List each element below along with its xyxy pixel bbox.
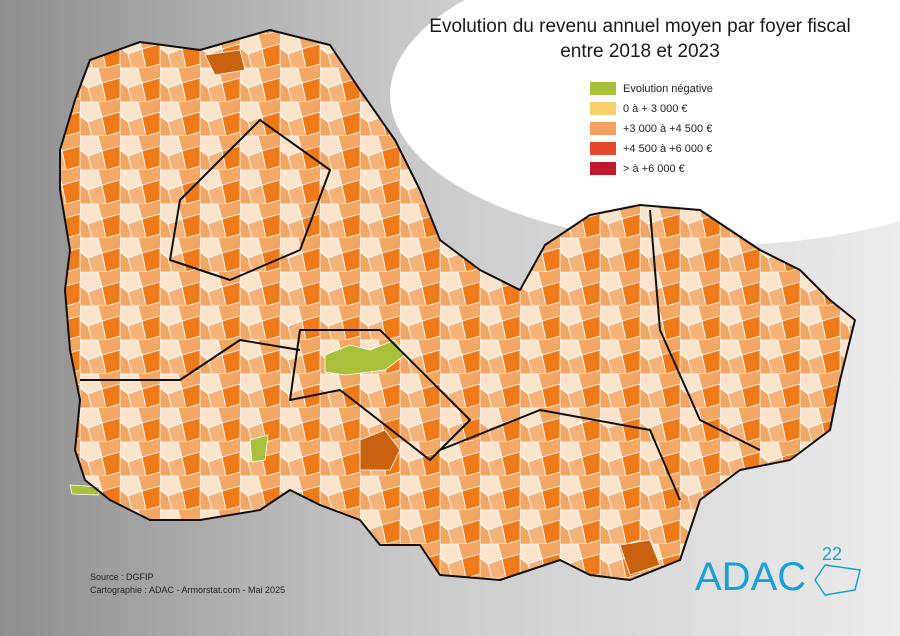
legend-swatch: [590, 102, 616, 115]
legend-swatch: [590, 162, 616, 175]
logo-text: ADAC: [695, 555, 806, 599]
title-backdrop: [390, 0, 900, 245]
legend-label: Evolution négative: [623, 83, 713, 95]
legend-label: +4 500 à +6 000 €: [623, 143, 712, 155]
legend-swatch: [590, 142, 616, 155]
legend-label: +3 000 à +4 500 €: [623, 123, 712, 135]
legend: Evolution négative 0 à + 3 000 € +3 000 à …: [590, 82, 713, 175]
commune-high: [359, 429, 401, 471]
logo-number: 22: [822, 544, 842, 564]
commune-negative: [69, 484, 101, 496]
legend-swatch: [590, 82, 616, 95]
title-line-2: entre 2018 et 2023: [560, 41, 720, 62]
source: Source : DGFIP: [90, 572, 154, 582]
legend-swatch: [590, 122, 616, 135]
commune-high: [619, 539, 661, 576]
map: [59, 29, 856, 581]
cartography: Cartographie : ADAC - Armorstat.com - Ma…: [90, 585, 285, 595]
logo-shape: [814, 564, 861, 596]
legend-label: 0 à + 3 000 €: [623, 103, 688, 115]
title-line-1: Evolution du revenu annuel moyen par foy…: [429, 16, 850, 37]
canton-borders: [59, 29, 856, 581]
commune-high: [204, 49, 246, 76]
commune-negative: [249, 434, 269, 463]
logo: ADAC 22: [695, 544, 861, 599]
legend-label: > à +6 000 €: [623, 163, 685, 175]
